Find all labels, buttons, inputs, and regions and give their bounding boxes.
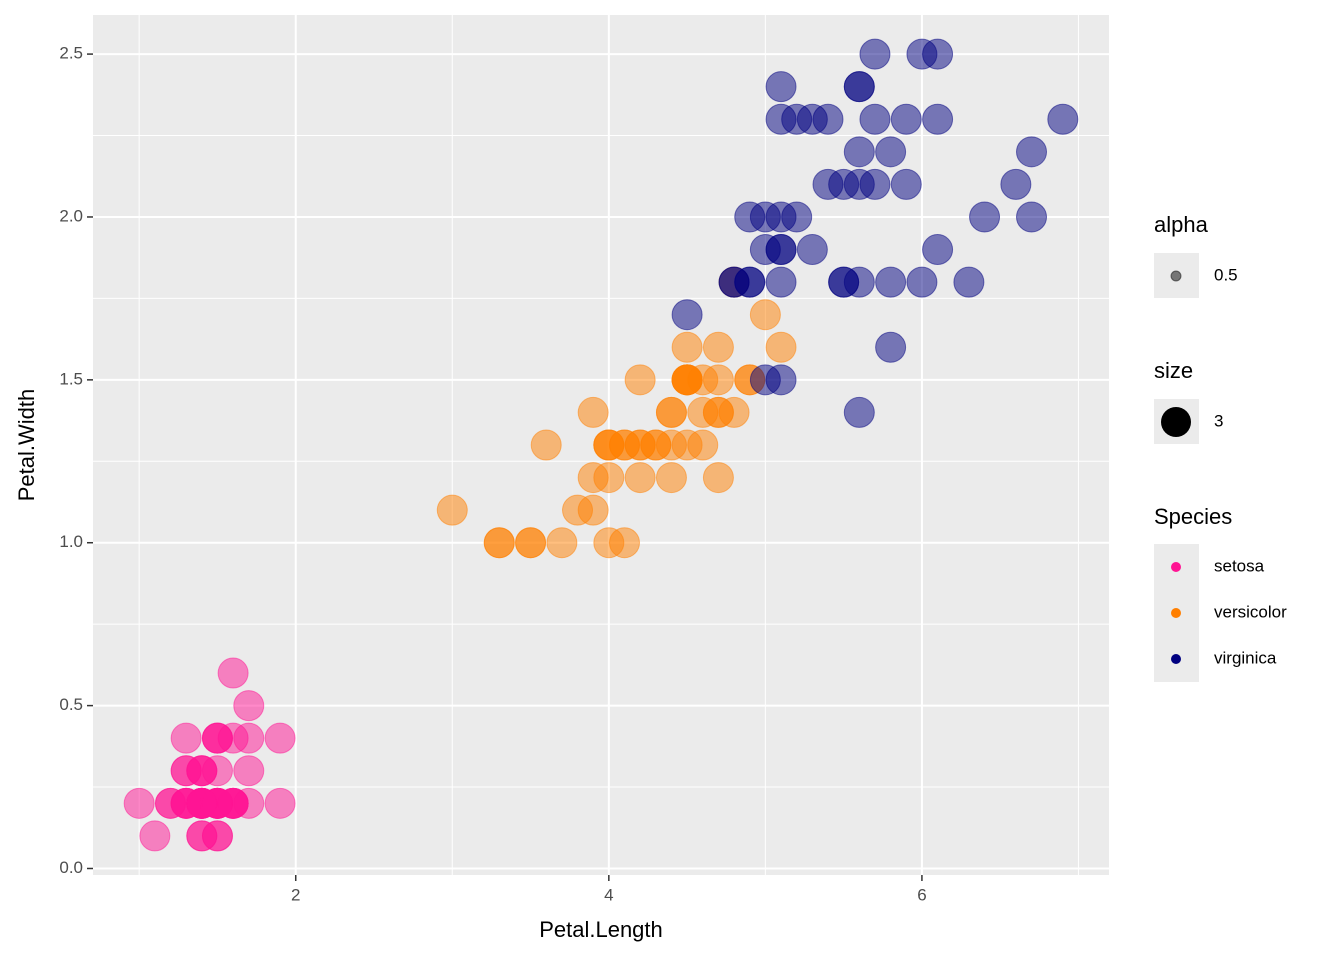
y-tick-label: 0.0 [59,858,83,877]
point [1016,201,1048,233]
point [828,266,860,298]
point [186,755,218,787]
y-tick-label: 2.0 [59,206,83,225]
point [890,103,922,135]
y-tick-label: 1.0 [59,532,83,551]
point [186,820,218,852]
point [843,136,875,168]
point [624,462,656,494]
point [890,168,922,200]
point [1000,168,1032,200]
point [781,201,813,233]
x-tick-label: 6 [917,885,926,904]
point [577,396,609,428]
point [922,234,954,266]
point [608,429,640,461]
legend-label: virginica [1214,648,1277,667]
point [233,690,265,722]
point [264,787,296,819]
x-axis-title: Petal.Length [539,917,663,942]
point [906,266,938,298]
y-axis-title: Petal.Width [14,389,39,502]
legend-symbol [1170,270,1182,282]
point [546,527,578,559]
point [765,266,797,298]
point [843,396,875,428]
point [640,429,672,461]
point [233,755,265,787]
point [264,722,296,754]
point [562,494,594,526]
point [734,201,766,233]
point [922,38,954,70]
point [859,38,891,70]
legend-title: size [1154,358,1193,383]
point [843,71,875,103]
point [749,299,781,331]
point [671,299,703,331]
point [170,722,202,754]
x-tick-label: 4 [604,885,613,904]
point [781,103,813,135]
y-tick-label: 1.5 [59,369,83,388]
point [812,168,844,200]
point [718,266,750,298]
y-tick-label: 0.5 [59,695,83,714]
legend-title: alpha [1154,212,1209,237]
point [875,331,907,363]
point [608,527,640,559]
point [859,103,891,135]
point [671,331,703,363]
legend-symbol [1171,608,1181,618]
point [655,462,687,494]
point [702,462,734,494]
point [765,71,797,103]
point [201,722,233,754]
point [624,364,656,396]
point [593,462,625,494]
point [217,657,249,689]
point [765,364,797,396]
point [875,136,907,168]
point [843,168,875,200]
point [515,527,547,559]
point [812,103,844,135]
point [749,234,781,266]
point [655,396,687,428]
legend-label: versicolor [1214,602,1287,621]
point [953,266,985,298]
point [875,266,907,298]
point [718,396,750,428]
point [1047,103,1079,135]
point [671,364,703,396]
point [922,103,954,135]
legend-symbol [1171,562,1181,572]
point [139,820,171,852]
point [186,787,218,819]
point [483,527,515,559]
point [969,201,1001,233]
y-tick-label: 2.5 [59,44,83,63]
point [123,787,155,819]
legend-label: setosa [1214,556,1265,575]
x-tick-label: 2 [291,885,300,904]
point [530,429,562,461]
point [765,331,797,363]
point [436,494,468,526]
point [796,234,828,266]
legend-symbol [1161,407,1191,437]
legend-symbol [1171,654,1181,664]
point [702,364,734,396]
point [702,331,734,363]
legend-title: Species [1154,504,1232,529]
legend-label: 0.5 [1214,265,1238,284]
legend-label: 3 [1214,411,1223,430]
point [1016,136,1048,168]
point [687,396,719,428]
point [687,429,719,461]
